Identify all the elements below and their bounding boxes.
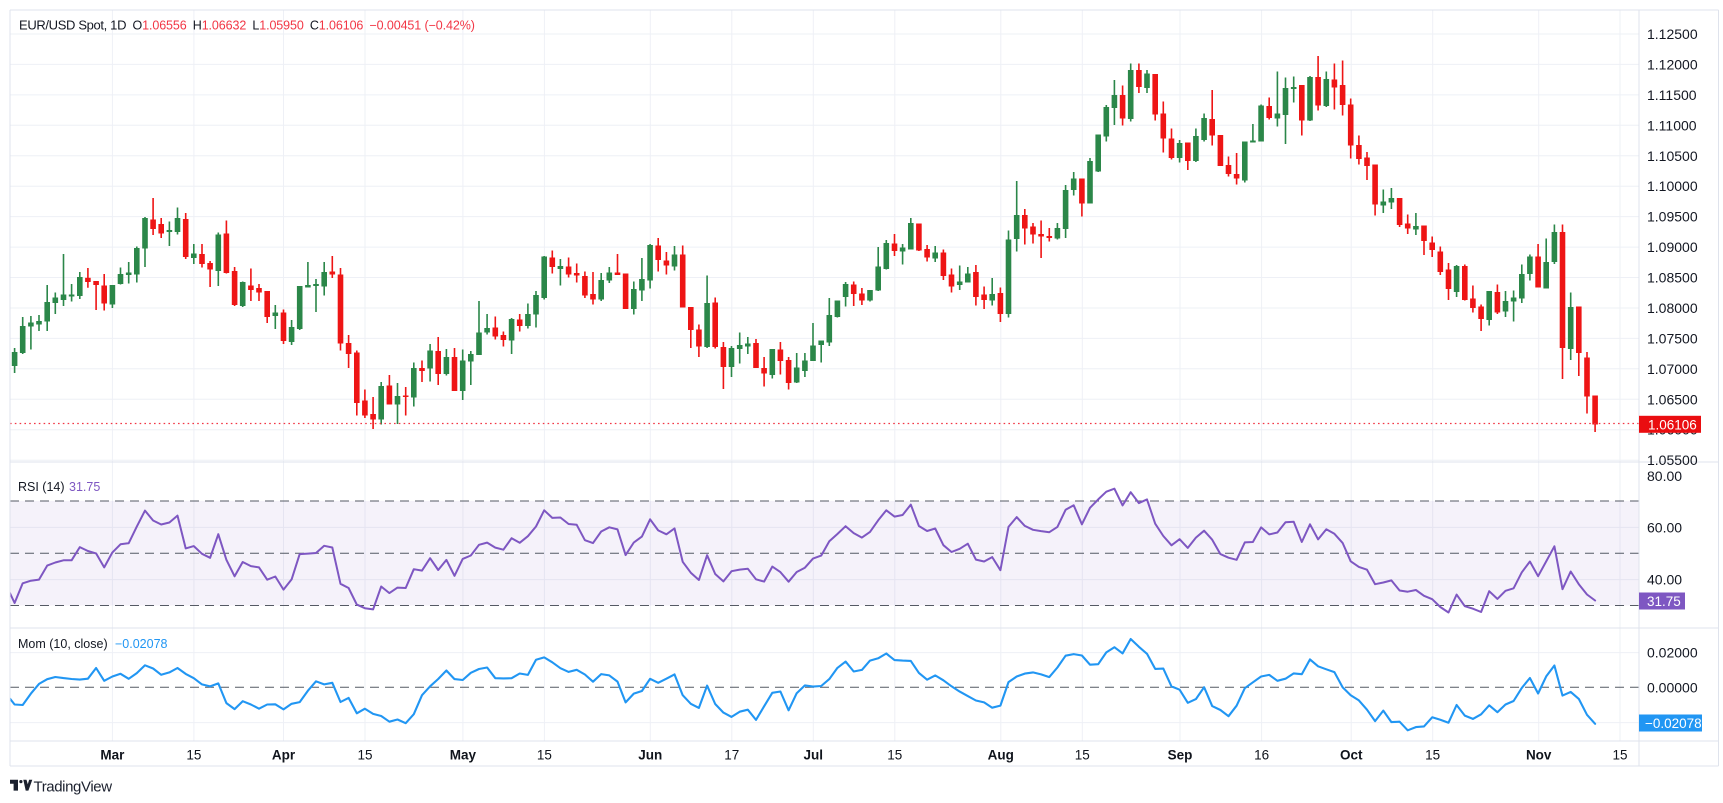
- svg-text:Jun: Jun: [638, 748, 662, 763]
- svg-text:Apr: Apr: [272, 748, 296, 763]
- svg-text:1.08000: 1.08000: [1647, 300, 1698, 316]
- svg-text:80.00: 80.00: [1647, 468, 1682, 484]
- svg-text:60.00: 60.00: [1647, 519, 1682, 535]
- svg-text:0.02000: 0.02000: [1647, 645, 1698, 661]
- svg-text:1.06500: 1.06500: [1647, 391, 1698, 407]
- svg-text:−0.02078: −0.02078: [1645, 716, 1702, 731]
- svg-text:Mar: Mar: [100, 748, 125, 763]
- svg-text:1.09000: 1.09000: [1647, 239, 1698, 255]
- svg-text:15: 15: [1075, 748, 1090, 763]
- svg-text:Oct: Oct: [1340, 748, 1363, 763]
- svg-text:−0.02078: −0.02078: [115, 637, 168, 651]
- svg-text:Jul: Jul: [804, 748, 824, 763]
- svg-text:1.10500: 1.10500: [1647, 148, 1698, 164]
- svg-text:Nov: Nov: [1526, 748, 1552, 763]
- svg-text:15: 15: [357, 748, 372, 763]
- svg-text:1.05500: 1.05500: [1647, 452, 1698, 468]
- svg-text:15: 15: [537, 748, 552, 763]
- svg-text:1.11000: 1.11000: [1647, 117, 1697, 133]
- svg-text:1.07000: 1.07000: [1647, 361, 1698, 377]
- svg-text:1.07500: 1.07500: [1647, 330, 1698, 346]
- svg-text:1.06106: 1.06106: [1648, 417, 1697, 432]
- svg-text:1.12500: 1.12500: [1647, 26, 1698, 42]
- svg-text:Aug: Aug: [988, 748, 1014, 763]
- svg-text:EUR/USD Spot, 1D: EUR/USD Spot, 1D: [19, 18, 126, 33]
- svg-text:0.00000: 0.00000: [1647, 679, 1698, 695]
- svg-text:17: 17: [724, 748, 739, 763]
- svg-text:15: 15: [1425, 748, 1440, 763]
- svg-text:15: 15: [186, 748, 201, 763]
- svg-text:31.75: 31.75: [69, 480, 100, 494]
- svg-text:TradingView: TradingView: [34, 779, 113, 796]
- svg-text:31.75: 31.75: [1647, 594, 1681, 609]
- svg-text:1.12000: 1.12000: [1647, 56, 1698, 72]
- svg-text:1.11500: 1.11500: [1647, 87, 1697, 103]
- svg-text:May: May: [450, 748, 477, 763]
- svg-text:15: 15: [1612, 748, 1627, 763]
- svg-text:Sep: Sep: [1168, 748, 1193, 763]
- svg-text:Mom (10, close): Mom (10, close): [18, 637, 108, 651]
- svg-text:1.09500: 1.09500: [1647, 209, 1698, 225]
- svg-text:RSI (14): RSI (14): [18, 480, 65, 494]
- svg-text:15: 15: [887, 748, 902, 763]
- svg-text:O1.06556 H1.06632 L1.05950 C1.: O1.06556 H1.06632 L1.05950 C1.06106 −0.0…: [133, 19, 475, 33]
- svg-text:40.00: 40.00: [1647, 572, 1682, 588]
- svg-text:1.08500: 1.08500: [1647, 270, 1698, 286]
- svg-text:1.10000: 1.10000: [1647, 178, 1698, 194]
- svg-text:16: 16: [1254, 748, 1269, 763]
